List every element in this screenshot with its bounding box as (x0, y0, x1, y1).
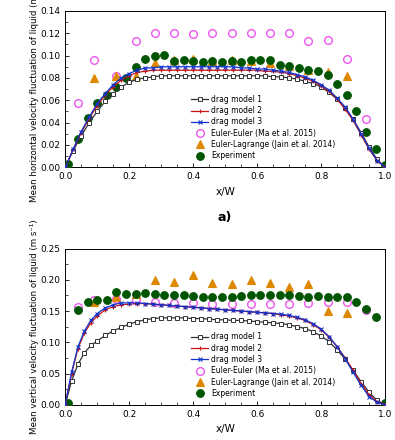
X-axis label: x/W: x/W (215, 424, 235, 434)
Legend: drag model 1, drag model 2, drag model 3, Euler-Euler (Ma et al. 2015), Euler-La: drag model 1, drag model 2, drag model 3… (190, 93, 337, 162)
Legend: drag model 1, drag model 2, drag model 3, Euler-Euler (Ma et al. 2015), Euler-La: drag model 1, drag model 2, drag model 3… (190, 331, 337, 400)
Y-axis label: Mean horizontal velocity fluctuation of liquid (m s⁻¹): Mean horizontal velocity fluctuation of … (30, 0, 39, 202)
X-axis label: x/W: x/W (215, 187, 235, 197)
Text: a): a) (218, 211, 232, 224)
Y-axis label: Mean vertical velocity fluctuation of liquid (m s⁻¹): Mean vertical velocity fluctuation of li… (30, 220, 39, 434)
